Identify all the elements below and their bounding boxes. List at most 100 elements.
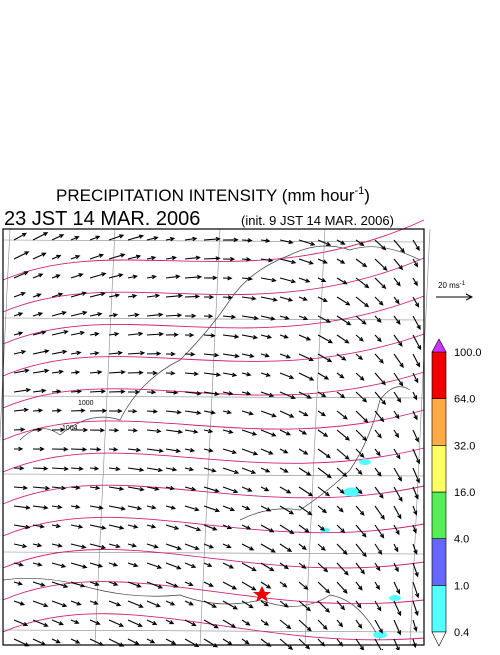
wind-arrow xyxy=(70,330,86,336)
wind-arrow xyxy=(127,312,140,318)
wind-arrow xyxy=(317,239,332,246)
wind-arrow xyxy=(146,562,163,569)
wind-arrow xyxy=(51,638,61,644)
wind-arrow xyxy=(51,234,65,241)
colorbar-label: 1.0 xyxy=(454,580,469,592)
wind-arrow xyxy=(184,600,194,606)
wind-arrow xyxy=(70,504,81,510)
wind-arrow xyxy=(336,334,350,344)
wind-arrow xyxy=(317,543,326,551)
wind-arrow xyxy=(412,296,420,308)
wind-arrow xyxy=(89,619,101,625)
wind-arrow xyxy=(13,368,30,374)
wind-arrow xyxy=(89,562,104,568)
wind-arrow xyxy=(412,505,418,516)
wind-arrow xyxy=(89,581,100,586)
wind-arrow xyxy=(317,448,331,459)
wind-arrow xyxy=(222,600,239,610)
graticule xyxy=(0,228,11,444)
wind-arrow xyxy=(146,505,157,510)
wind-arrow xyxy=(260,372,271,377)
wind-arrow xyxy=(222,391,234,396)
wind-arrow xyxy=(108,350,123,356)
wind-arrow xyxy=(336,296,351,306)
wind-arrow xyxy=(260,258,274,263)
colorbar-label: 4.0 xyxy=(454,534,469,546)
wind-arrow xyxy=(393,581,400,595)
wind-arrow xyxy=(108,293,121,298)
wind-arrow xyxy=(184,255,201,261)
wind-arrow xyxy=(222,353,240,359)
valid-time: 23 JST 14 MAR. 2006 xyxy=(4,208,200,230)
isobar xyxy=(2,295,425,345)
wind-arrow xyxy=(260,296,278,302)
wind-arrow xyxy=(355,619,363,629)
wind-arrow xyxy=(32,542,43,548)
wind-arrow xyxy=(241,410,254,416)
wind-arrow xyxy=(279,296,294,302)
isobar-label: 1004 xyxy=(62,425,78,432)
wind-arrow xyxy=(184,391,202,396)
wind-arrow xyxy=(32,581,46,587)
scale-label: 20 ms-1 xyxy=(438,281,466,290)
wind-arrow xyxy=(32,293,42,298)
colorbar-segment xyxy=(431,538,447,586)
wind-arrow xyxy=(241,257,252,262)
wind-arrow xyxy=(355,543,367,558)
wind-arrow xyxy=(374,467,382,477)
wind-arrow xyxy=(260,562,275,572)
wind-arrow xyxy=(260,448,274,455)
wind-arrow xyxy=(51,581,69,588)
wind-arrow xyxy=(317,600,330,613)
wind-arrow xyxy=(317,505,327,514)
wind-arrow xyxy=(336,353,347,361)
wind-arrow xyxy=(374,543,383,555)
wind-arrow xyxy=(203,236,221,242)
wind-arrow xyxy=(317,296,328,302)
wind-arrow xyxy=(260,410,277,418)
wind-arrow xyxy=(146,331,165,337)
wind-arrow xyxy=(374,619,383,634)
wind-arrow xyxy=(393,524,400,536)
wind-arrow xyxy=(412,410,418,421)
wind-arrow xyxy=(127,274,138,280)
wind-arrow xyxy=(184,352,196,357)
wind-arrow xyxy=(70,543,87,549)
wind-arrow xyxy=(203,448,214,453)
wind-arrow xyxy=(51,310,67,317)
wind-arrow xyxy=(165,562,182,570)
isobar-label: 1000 xyxy=(78,400,94,407)
wind-arrow xyxy=(222,409,233,415)
wind-arrow xyxy=(260,543,276,553)
wind-arrow xyxy=(70,254,81,260)
wind-arrow xyxy=(260,486,270,492)
wind-arrow xyxy=(203,467,217,473)
wind-arrow xyxy=(222,505,236,512)
wind-arrow xyxy=(355,505,365,516)
wind-arrow xyxy=(184,619,197,627)
wind-arrow xyxy=(355,581,363,591)
wind-arrow xyxy=(127,370,144,375)
wind-arrow xyxy=(89,447,102,452)
wind-arrow xyxy=(13,407,29,413)
wind-arrow xyxy=(165,505,177,510)
wind-arrow xyxy=(146,236,159,241)
wind-arrow xyxy=(184,410,202,415)
wind-arrow xyxy=(374,600,382,612)
isobar xyxy=(2,333,425,377)
wind-arrow xyxy=(336,486,345,495)
wind-arrow xyxy=(317,258,328,264)
wind-arrow xyxy=(203,619,219,629)
wind-arrow xyxy=(298,543,307,550)
colorbar-label: 64.0 xyxy=(454,394,475,406)
wind-arrow xyxy=(184,524,202,532)
wind-arrow xyxy=(279,467,289,473)
precip-patch xyxy=(359,459,371,465)
wind-arrow xyxy=(298,524,310,533)
wind-arrow xyxy=(317,524,326,532)
wind-arrow xyxy=(393,486,403,503)
wind-arrow xyxy=(336,277,348,285)
wind-arrow xyxy=(336,448,350,460)
wind-arrow xyxy=(374,505,385,520)
wind-arrow xyxy=(51,447,69,452)
